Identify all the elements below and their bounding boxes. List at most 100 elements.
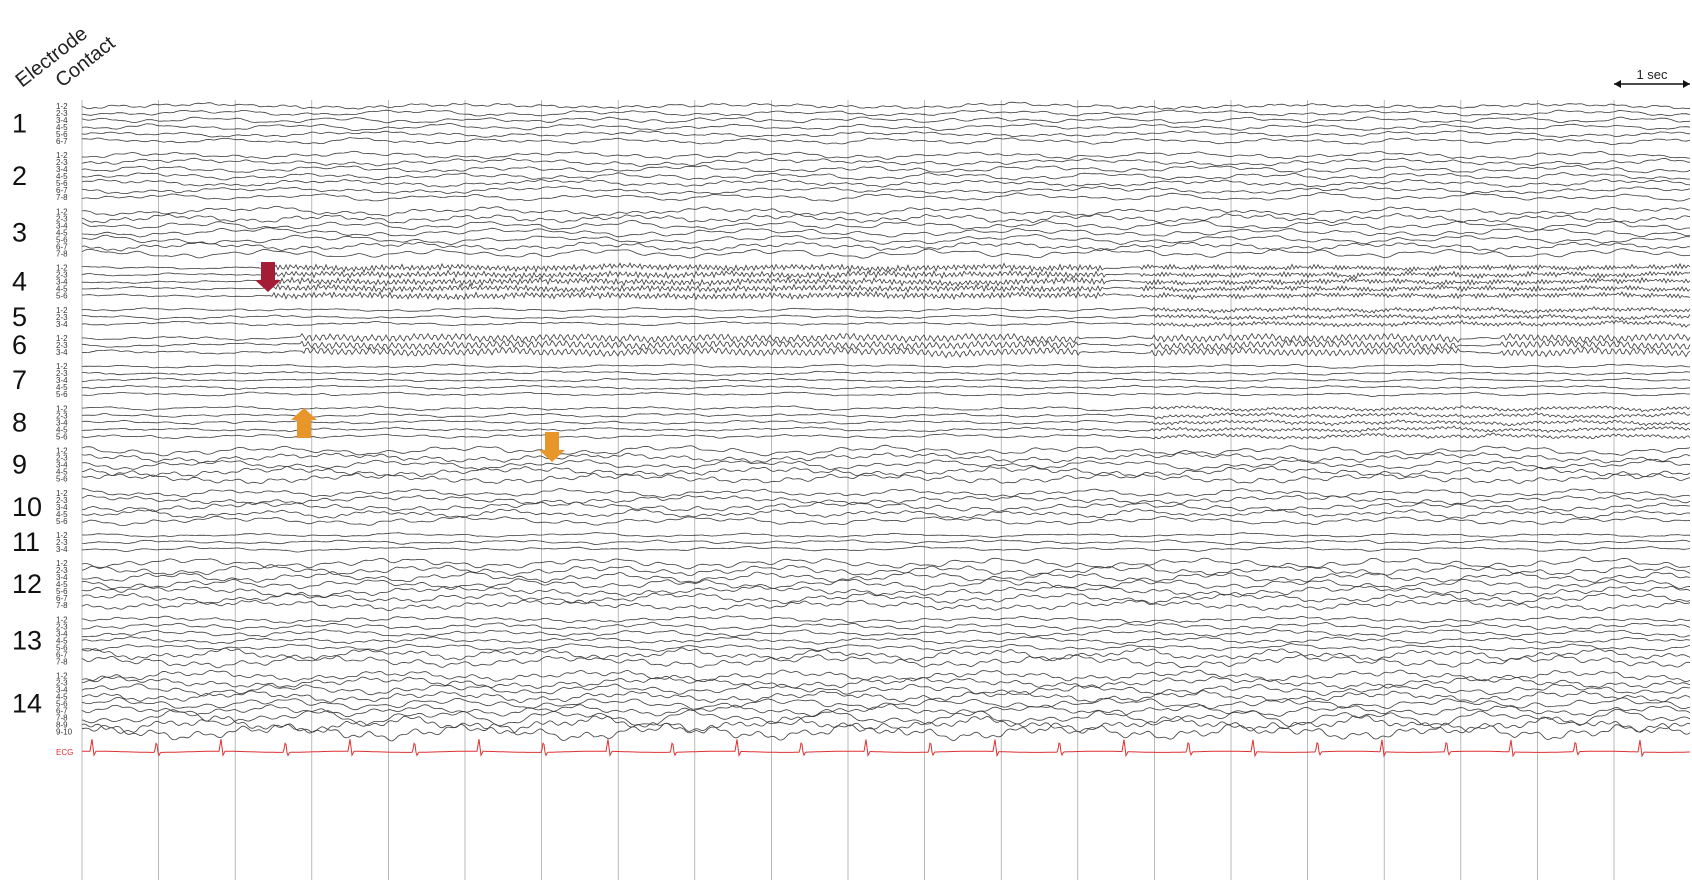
contact-label: 5-6: [56, 475, 68, 484]
contact-label: 6-7: [56, 242, 68, 251]
channel-trace: [81, 101, 1691, 110]
channel-trace: [81, 157, 1690, 167]
channel-trace: [81, 556, 1691, 570]
channel-trace: [81, 377, 1691, 383]
contact-label: 5-6: [56, 700, 68, 709]
channel-trace: [81, 213, 1691, 224]
contact-label: 3-4: [56, 165, 68, 174]
contact-label: 5-6: [56, 179, 68, 188]
channel-trace: [81, 472, 1691, 484]
contact-label: 6-7: [56, 707, 68, 716]
contact-label: 3-4: [56, 348, 68, 357]
contact-label: 4-5: [56, 580, 68, 589]
channel-trace: [81, 185, 1691, 195]
channel-trace: [81, 205, 1691, 217]
contact-label: 3-4: [56, 278, 68, 287]
scale-bar-arrow-right: [1683, 80, 1690, 88]
contact-label: 4-5: [56, 693, 68, 702]
channel-trace: [81, 425, 1691, 433]
channel-trace: [81, 363, 1690, 369]
channel-trace: [81, 501, 1691, 513]
electrode-number: 11: [12, 527, 40, 557]
channel-trace: [82, 370, 1691, 377]
channel-trace: [81, 432, 1691, 440]
contact-label: 4-5: [56, 172, 68, 181]
contact-label: 5-6: [56, 235, 68, 244]
contact-label: 3-4: [56, 629, 68, 638]
channel-trace: [81, 405, 1691, 413]
contact-label: 2-3: [56, 454, 68, 463]
channel-trace: [81, 172, 1691, 181]
channel-trace: [81, 248, 1691, 259]
contact-label: 1-2: [56, 306, 68, 315]
contact-label: 2-3: [56, 538, 68, 547]
contact-label: 3-4: [56, 418, 68, 427]
channel-trace: [81, 458, 1691, 471]
contact-label: 1-2: [56, 264, 68, 273]
channel-trace: [81, 137, 1691, 146]
channel-trace: [81, 690, 1691, 704]
contact-label: 7-8: [56, 249, 68, 258]
contact-label: 4-5: [56, 285, 68, 294]
channel-trace: [81, 532, 1691, 538]
contact-label: 7-8: [56, 601, 68, 610]
channel-trace: [81, 411, 1691, 420]
contact-label: 2-3: [56, 271, 68, 280]
contact-label: 1-2: [56, 447, 68, 456]
ecg-trace: [82, 739, 1690, 758]
contact-label: 3-4: [56, 545, 68, 554]
contact-label: 2-3: [56, 411, 68, 420]
contact-label: 4-5: [56, 383, 68, 392]
spread-arrow-up: [291, 408, 317, 438]
channel-trace: [81, 241, 1691, 252]
contact-label: 5-6: [56, 130, 68, 139]
channel-trace: [81, 192, 1691, 202]
contact-label: 3-4: [56, 461, 68, 470]
channel-trace: [82, 584, 1691, 598]
contact-label: 5-6: [56, 643, 68, 652]
contact-label: 4-5: [56, 636, 68, 645]
channel-trace: [81, 643, 1691, 652]
channel-trace: [82, 339, 1691, 351]
contact-label: 1-2: [56, 404, 68, 413]
channel-trace: [81, 628, 1691, 638]
contact-label: 5-6: [56, 587, 68, 596]
contact-label: 4-5: [56, 228, 68, 237]
contact-label: 5-6: [56, 292, 68, 301]
electrode-number: 4: [12, 267, 27, 297]
channel-trace: [81, 290, 1691, 301]
contact-label: 7-8: [56, 714, 68, 723]
spread-arrow-down: [539, 432, 565, 462]
electrode-number: 12: [12, 569, 42, 599]
channel-trace: [81, 708, 1691, 728]
channel-trace: [81, 508, 1691, 519]
contact-label: 3-4: [56, 221, 68, 230]
channel-trace: [81, 219, 1690, 231]
contact-label: 4-5: [56, 468, 68, 477]
electrode-number: 14: [12, 689, 42, 719]
ecg-channel: [82, 739, 1690, 758]
electrode-number: 10: [12, 492, 42, 522]
channel-trace: [81, 647, 1691, 662]
contact-label: 2-3: [56, 109, 68, 118]
contact-label: 5-6: [56, 390, 68, 399]
channel-trace: [81, 722, 1691, 742]
contact-label: 1-2: [56, 207, 68, 216]
contact-label: 1-2: [56, 102, 68, 111]
contact-label: 6-7: [56, 650, 68, 659]
channel-trace: [81, 515, 1691, 526]
contact-label: 7-8: [56, 657, 68, 666]
contact-label: 3-4: [56, 320, 68, 329]
time-scale-bar: 1 sec: [1614, 67, 1690, 88]
channel-trace: [81, 578, 1691, 591]
channel-trace: [81, 178, 1691, 188]
electrode-number: 1: [12, 109, 27, 139]
channel-trace: [81, 571, 1691, 583]
electrode-number: 2: [12, 161, 27, 191]
contact-label: 1-2: [56, 362, 68, 371]
channel-trace: [81, 319, 1691, 328]
electrode-number: 3: [12, 217, 27, 247]
channel-trace: [81, 615, 1691, 624]
contact-label: 2-3: [56, 496, 68, 505]
channel-trace: [82, 282, 1691, 294]
